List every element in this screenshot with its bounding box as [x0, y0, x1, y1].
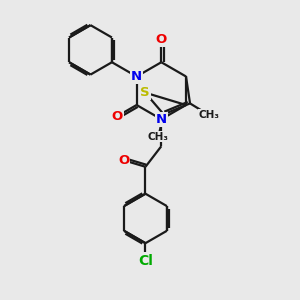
Text: N: N: [131, 70, 142, 83]
Text: O: O: [111, 110, 122, 123]
Text: S: S: [140, 86, 150, 99]
Text: O: O: [118, 154, 129, 167]
Text: N: N: [156, 113, 167, 126]
Text: CH₃: CH₃: [199, 110, 220, 120]
Text: O: O: [156, 33, 167, 46]
Text: Cl: Cl: [138, 254, 153, 268]
Text: CH₃: CH₃: [148, 131, 169, 142]
